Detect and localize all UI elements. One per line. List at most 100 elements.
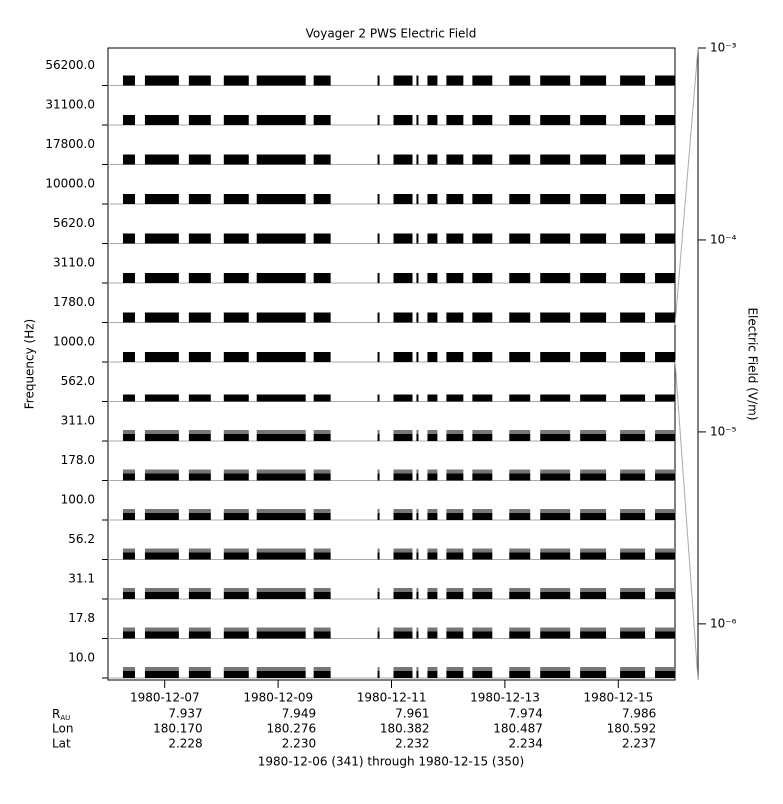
data-block <box>446 352 464 362</box>
data-block <box>144 312 179 323</box>
data-block-fuzz <box>416 588 419 592</box>
data-block <box>256 552 306 560</box>
data-block-fuzz <box>144 509 179 513</box>
ephemeris-value: 7.974 <box>509 707 543 721</box>
data-block <box>223 233 249 244</box>
data-block <box>509 631 531 639</box>
colorbar-tick-label: 10⁻⁴ <box>710 232 737 246</box>
data-block <box>256 312 306 323</box>
data-block <box>580 273 607 283</box>
data-block <box>223 631 249 639</box>
data-block-fuzz <box>223 548 249 553</box>
data-block-fuzz <box>256 430 306 434</box>
data-block <box>620 513 646 520</box>
data-block-fuzz <box>472 667 493 671</box>
y-tick-label: 17.8 <box>68 611 95 625</box>
data-block <box>393 552 413 560</box>
data-block-fuzz <box>620 627 646 632</box>
data-block <box>540 631 571 639</box>
data-block <box>427 631 438 639</box>
data-block <box>223 592 249 599</box>
colorbar-tick-label: 10⁻³ <box>710 41 737 55</box>
y-tick-label: 31.1 <box>68 572 95 586</box>
data-block <box>655 194 675 204</box>
data-block-fuzz <box>377 667 380 671</box>
data-block-fuzz <box>144 548 179 553</box>
data-block <box>144 592 179 599</box>
colorbar-connector <box>674 359 699 681</box>
data-block-fuzz <box>655 548 675 553</box>
data-block <box>472 394 493 402</box>
data-block <box>472 513 493 520</box>
data-block <box>472 473 493 481</box>
data-block-fuzz <box>188 627 211 632</box>
data-block <box>427 434 438 441</box>
data-block <box>256 592 306 599</box>
data-block <box>188 434 211 441</box>
data-block <box>256 394 306 402</box>
data-block <box>223 473 249 481</box>
data-block-fuzz <box>223 469 249 474</box>
data-block <box>393 592 413 599</box>
data-block <box>393 312 413 323</box>
data-block <box>188 473 211 481</box>
data-block-fuzz <box>223 627 249 632</box>
data-block-fuzz <box>144 667 179 671</box>
data-block-fuzz <box>313 548 331 553</box>
data-block-fuzz <box>256 469 306 474</box>
data-block <box>416 473 419 481</box>
data-block-fuzz <box>540 588 571 592</box>
data-block-fuzz <box>509 469 531 474</box>
data-block <box>256 473 306 481</box>
data-block-fuzz <box>313 667 331 671</box>
data-block <box>655 631 675 639</box>
data-block-fuzz <box>540 627 571 632</box>
data-block-fuzz <box>377 588 380 592</box>
data-block <box>377 671 380 678</box>
x-tick-label: 1980-12-13 <box>470 691 540 705</box>
data-block-fuzz <box>122 627 135 632</box>
ephemeris-value: 2.237 <box>622 737 656 751</box>
data-block <box>540 434 571 441</box>
data-block <box>122 434 135 441</box>
data-block <box>122 352 135 362</box>
data-block <box>313 194 331 204</box>
data-block <box>188 273 211 283</box>
data-block <box>580 513 607 520</box>
ephemeris-value: 180.592 <box>607 722 657 736</box>
data-block <box>122 552 135 560</box>
data-block-fuzz <box>580 627 607 632</box>
data-block <box>377 473 380 481</box>
data-block <box>620 434 646 441</box>
data-block-fuzz <box>393 667 413 671</box>
ephemeris-value: 2.232 <box>395 737 429 751</box>
data-block <box>472 592 493 599</box>
data-block <box>655 115 675 125</box>
data-block <box>416 75 419 86</box>
data-block-fuzz <box>540 469 571 474</box>
data-block <box>446 434 464 441</box>
data-block <box>540 352 571 362</box>
y-tick-label: 56200.0 <box>45 58 95 72</box>
data-block-fuzz <box>256 588 306 592</box>
data-block <box>620 233 646 244</box>
data-block <box>144 115 179 125</box>
data-block-fuzz <box>393 469 413 474</box>
data-block <box>540 312 571 323</box>
y-tick-label: 178.0 <box>61 453 95 467</box>
data-block <box>446 115 464 125</box>
data-block <box>540 233 571 244</box>
data-block-fuzz <box>122 430 135 434</box>
data-block <box>393 394 413 402</box>
data-block-fuzz <box>580 509 607 513</box>
data-block <box>472 115 493 125</box>
data-block-fuzz <box>655 430 675 434</box>
data-block <box>655 233 675 244</box>
data-block <box>655 273 675 283</box>
data-block <box>144 352 179 362</box>
data-block <box>472 671 493 678</box>
data-block <box>446 552 464 560</box>
data-block <box>620 352 646 362</box>
data-block <box>427 671 438 678</box>
